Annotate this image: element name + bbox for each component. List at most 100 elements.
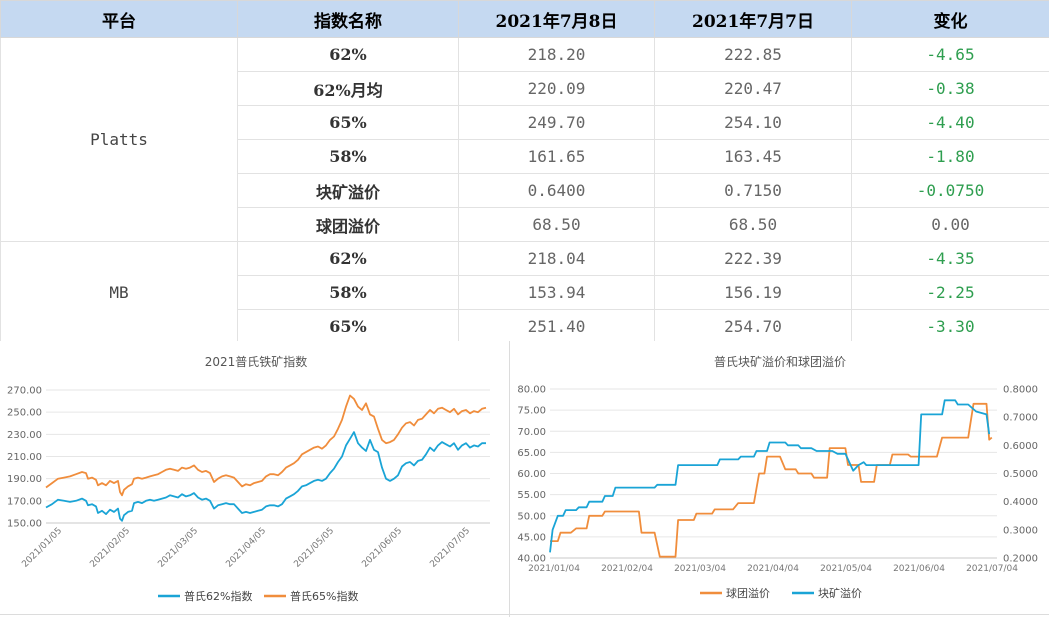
value-jul8: 218.20 (458, 37, 655, 72)
series-line (550, 402, 993, 558)
y-tick-label: 40.00 (517, 554, 546, 565)
index-name: 58% (237, 139, 459, 174)
y-tick-label: 70.00 (517, 427, 546, 438)
value-change: -4.65 (851, 37, 1049, 72)
table-row: 65% 251.40 254.70 -3.30 (1, 309, 1049, 344)
index-name: 65% (237, 309, 459, 344)
y2-tick-label: 0.2000 (1003, 554, 1038, 565)
x-tick-label: 2021/05/04 (820, 564, 872, 574)
table-row: 58% 161.65 163.45 -1.80 (1, 139, 1049, 174)
value-jul8: 249.70 (458, 105, 655, 140)
index-name: 块矿溢价 (237, 173, 459, 208)
x-tick-label: 2021/02/04 (601, 564, 653, 574)
y2-tick-label: 0.8000 (1003, 385, 1038, 396)
value-jul7: 156.19 (654, 275, 852, 310)
y2-tick-label: 0.6000 (1003, 441, 1038, 452)
value-jul8: 0.6400 (458, 173, 655, 208)
header-index-name: 指数名称 (237, 0, 459, 38)
value-change: -0.38 (851, 71, 1049, 106)
y-tick-label: 75.00 (517, 406, 546, 417)
series-line (45, 431, 486, 522)
x-tick-label: 2021/07/05 (428, 526, 472, 570)
x-tick-label: 2021/03/04 (674, 564, 726, 574)
premium-chart-panel: 普氏块矿溢价和球团溢价 40.00 45.00 50.00 55.00 60.00 65.0… (510, 341, 1049, 617)
y-tick-label: 150.00 (7, 519, 42, 530)
y2-tick-label: 0.5000 (1003, 469, 1038, 480)
value-jul7: 222.39 (654, 241, 852, 276)
x-tick-label: 2021/06/05 (360, 526, 404, 570)
y-tick-label: 250.00 (7, 408, 42, 419)
table-row: 块矿溢价 0.6400 0.7150 -0.0750 (1, 173, 1049, 208)
premium-chart: 普氏块矿溢价和球团溢价 40.00 45.00 50.00 55.00 60.00 65.0… (517, 355, 1038, 600)
value-jul7: 220.47 (654, 71, 852, 106)
y-tick-label: 270.00 (7, 386, 42, 397)
x-tick-label: 2021/04/05 (224, 526, 268, 570)
y-tick-label: 55.00 (517, 490, 546, 501)
y-tick-label: 80.00 (517, 385, 546, 396)
index-name: 球团溢价 (237, 207, 459, 242)
x-tick-label: 2021/01/04 (528, 564, 580, 574)
value-jul8: 218.04 (458, 241, 655, 276)
value-jul8: 251.40 (458, 309, 655, 344)
value-jul7: 163.45 (654, 139, 852, 174)
y-tick-label: 210.00 (7, 452, 42, 463)
platform-platts: Platts (0, 37, 238, 242)
value-jul8: 220.09 (458, 71, 655, 106)
y2-tick-label: 0.3000 (1003, 525, 1038, 536)
value-jul7: 0.7150 (654, 173, 852, 208)
value-change: -1.80 (851, 139, 1049, 174)
y2-tick-label: 0.4000 (1003, 497, 1038, 508)
table-row: Platts 62% 218.20 222.85 -4.65 (0, 37, 1049, 242)
value-change: -4.40 (851, 105, 1049, 140)
y-tick-label: 170.00 (7, 496, 42, 507)
chart-title: 普氏块矿溢价和球团溢价 (714, 355, 846, 369)
chart-title: 2021普氏铁矿指数 (205, 354, 308, 369)
x-tick-label: 2021/03/05 (156, 526, 200, 570)
value-jul7: 254.10 (654, 105, 852, 140)
index-name: 62% (237, 241, 459, 276)
header-change: 变化 (851, 0, 1049, 38)
value-jul8: 161.65 (458, 139, 655, 174)
value-jul8: 68.50 (458, 207, 655, 242)
value-change: 0.00 (851, 207, 1049, 242)
value-change: -4.35 (851, 241, 1049, 276)
series-line (45, 394, 487, 497)
x-tick-label: 2021/01/05 (20, 526, 64, 570)
y-tick-label: 50.00 (517, 511, 546, 522)
price-table: 平台 指数名称 2021年7月8日 2021年7月7日 变化 Platts 62… (0, 0, 1049, 344)
y-tick-label: 190.00 (7, 474, 42, 485)
value-jul7: 222.85 (654, 37, 852, 72)
value-jul8: 153.94 (458, 275, 655, 310)
header-jul8: 2021年7月8日 (458, 0, 655, 38)
platform-mb: MB (0, 241, 238, 344)
y-tick-label: 65.00 (517, 448, 546, 459)
iron-ore-index-chart-panel: 2021普氏铁矿指数 150.00 170.00 190.00 210.00 230.00… (0, 341, 510, 617)
table-row: 球团溢价 68.50 68.50 0.00 (1, 207, 1049, 242)
legend-label: 块矿溢价 (818, 586, 862, 600)
series-line (549, 399, 991, 553)
table-row: MB 62% 218.04 222.39 -4.35 (0, 241, 1049, 344)
bottom-divider (0, 614, 1049, 615)
table-row: 65% 249.70 254.10 -4.40 (1, 105, 1049, 140)
y-tick-label: 230.00 (7, 430, 42, 441)
table-row: 62%月均 220.09 220.47 -0.38 (1, 71, 1049, 106)
value-jul7: 254.70 (654, 309, 852, 344)
table-row: 58% 153.94 156.19 -2.25 (1, 275, 1049, 310)
index-name: 62%月均 (237, 71, 459, 106)
index-name: 65% (237, 105, 459, 140)
legend-label: 普氏65%指数 (290, 589, 358, 603)
x-tick-label: 2021/05/05 (292, 526, 336, 570)
legend-label: 球团溢价 (726, 586, 770, 600)
y2-tick-label: 0.7000 (1003, 413, 1038, 424)
value-change: -3.30 (851, 309, 1049, 344)
value-jul7: 68.50 (654, 207, 852, 242)
y-tick-label: 45.00 (517, 532, 546, 543)
x-tick-label: 2021/07/04 (966, 564, 1018, 574)
index-name: 58% (237, 275, 459, 310)
value-change: -0.0750 (851, 173, 1049, 208)
x-tick-label: 2021/04/04 (747, 564, 799, 574)
x-tick-label: 2021/06/04 (893, 564, 945, 574)
index-name: 62% (237, 37, 459, 72)
iron-ore-index-chart: 2021普氏铁矿指数 150.00 170.00 190.00 210.00 230.00… (7, 354, 490, 603)
header-jul7: 2021年7月7日 (654, 0, 852, 38)
